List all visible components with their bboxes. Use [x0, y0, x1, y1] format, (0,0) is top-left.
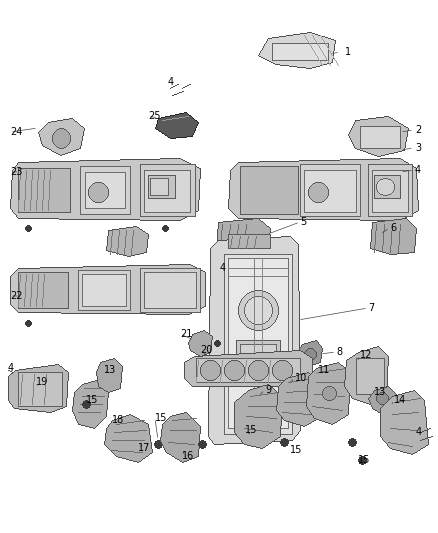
Text: 11: 11: [318, 365, 330, 375]
Text: 14: 14: [394, 395, 406, 405]
Text: 18: 18: [112, 415, 124, 425]
Text: 8: 8: [336, 347, 342, 357]
Text: 4: 4: [220, 263, 226, 273]
Text: 4: 4: [415, 165, 421, 175]
Text: 3: 3: [415, 143, 421, 153]
Text: 17: 17: [138, 443, 150, 453]
Text: 23: 23: [10, 167, 22, 177]
Text: 15: 15: [245, 425, 258, 435]
Text: 15: 15: [86, 395, 99, 405]
Text: 9: 9: [265, 385, 271, 395]
Text: 20: 20: [200, 345, 212, 355]
Text: 1: 1: [345, 47, 351, 57]
Text: 5: 5: [300, 217, 306, 227]
Text: 4: 4: [168, 77, 174, 87]
Text: 4: 4: [8, 363, 14, 373]
Text: 13: 13: [374, 387, 386, 397]
Text: 22: 22: [10, 291, 22, 301]
Text: 15: 15: [358, 455, 371, 465]
Text: 19: 19: [36, 377, 48, 387]
Text: 2: 2: [415, 125, 421, 135]
Text: 15: 15: [155, 413, 167, 423]
Text: 15: 15: [290, 445, 302, 455]
Text: 4: 4: [416, 427, 422, 437]
Text: 21: 21: [180, 329, 192, 339]
Text: 16: 16: [182, 451, 194, 461]
Text: 6: 6: [390, 223, 396, 233]
Text: 10: 10: [295, 373, 307, 383]
Text: 12: 12: [360, 350, 372, 360]
Text: 24: 24: [10, 127, 22, 137]
Text: 25: 25: [148, 111, 160, 121]
Text: 7: 7: [368, 303, 374, 313]
Text: 13: 13: [104, 365, 116, 375]
